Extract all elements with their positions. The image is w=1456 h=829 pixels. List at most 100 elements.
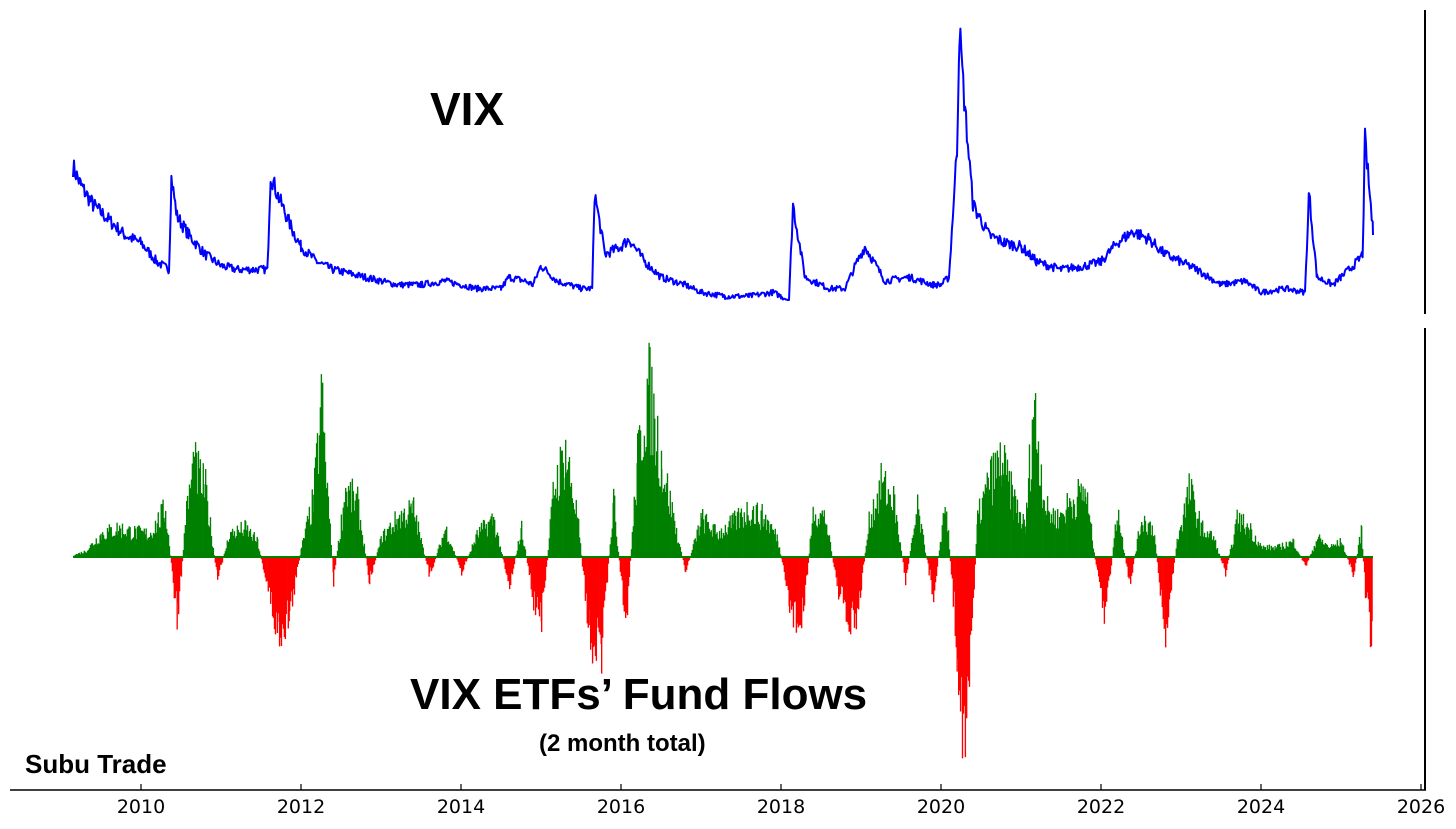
flow-bar-positive: [378, 546, 380, 557]
flow-bar-positive: [548, 538, 551, 557]
flow-bar-positive: [579, 543, 582, 557]
flow-bar-positive: [1022, 514, 1024, 557]
flow-bar-positive: [114, 535, 116, 557]
flow-bar-positive: [1175, 548, 1177, 557]
flow-bar-positive: [710, 530, 712, 557]
flow-bar-positive: [1244, 534, 1247, 557]
flow-bar-positive: [871, 527, 874, 557]
flow-bar-positive: [414, 517, 416, 557]
flow-bar-positive: [772, 530, 775, 557]
flow-bar-positive: [1277, 544, 1279, 557]
flow-bar-positive: [1142, 531, 1145, 557]
flow-bar-positive: [195, 452, 198, 557]
flow-bar-negative: [173, 557, 175, 599]
flow-bar-positive: [188, 484, 191, 557]
flow-bar-positive: [1021, 523, 1023, 557]
flow-bar-positive: [1310, 553, 1313, 557]
flow-bar-positive: [547, 550, 550, 557]
flow-bar-positive: [1245, 527, 1247, 557]
flow-bar-positive: [500, 552, 503, 557]
flow-bar-negative: [598, 557, 600, 633]
flow-bar-positive: [1257, 541, 1259, 557]
flow-bar-negative: [934, 557, 936, 591]
flow-bar-positive: [1014, 489, 1016, 557]
flow-bar-positive: [423, 554, 425, 557]
flow-bar-positive: [706, 522, 709, 557]
flow-bar-negative: [1354, 557, 1357, 564]
flow-bar-positive: [327, 496, 330, 557]
flow-bar-positive: [659, 486, 662, 557]
flow-bar-positive: [634, 499, 636, 557]
flow-bar-positive: [1267, 549, 1270, 557]
flow-bar-positive: [453, 551, 455, 557]
flow-bar-positive: [499, 546, 502, 557]
flow-bar-positive: [766, 530, 768, 557]
flow-bar-positive: [987, 477, 989, 557]
flow-bar-negative: [177, 557, 179, 603]
flow-bar-positive: [241, 532, 243, 557]
flow-bar-positive: [321, 424, 323, 557]
flow-bar-positive: [210, 536, 213, 557]
flow-bar-positive: [391, 527, 393, 557]
flow-bar-negative: [966, 557, 968, 719]
flow-bar-negative: [1368, 557, 1371, 613]
flow-bar-negative: [265, 557, 267, 582]
flow-bar-negative: [594, 557, 597, 656]
flow-bar-positive: [724, 524, 727, 557]
flow-bar-positive: [819, 513, 822, 557]
flow-bar-positive: [348, 490, 351, 557]
flow-bar-positive: [381, 544, 383, 557]
flow-bar-negative: [430, 557, 433, 572]
flow-bar-negative: [796, 557, 799, 624]
flow-bar-positive: [1025, 533, 1027, 557]
flow-bar-positive: [1235, 519, 1237, 557]
flow-bar-positive: [1298, 554, 1301, 557]
flow-bar-negative: [179, 557, 182, 576]
flow-bar-positive: [1001, 486, 1003, 557]
flow-bar-positive: [1218, 553, 1221, 557]
flow-bar-negative: [855, 557, 858, 630]
flow-bar-positive: [992, 452, 995, 557]
flow-bar-positive: [1009, 509, 1011, 557]
flow-bar-positive: [393, 532, 395, 557]
flow-bar-positive: [305, 521, 308, 557]
flow-bar-positive: [946, 511, 948, 557]
flow-bar-positive: [1210, 531, 1212, 557]
flow-bar-positive: [1014, 496, 1017, 557]
flow-bar-positive: [1047, 510, 1050, 557]
flow-bar-negative: [264, 557, 267, 578]
flow-bar-positive: [978, 513, 980, 557]
flow-bar-positive: [756, 502, 759, 557]
flow-bar-positive: [99, 535, 101, 557]
flow-bar-positive: [1325, 544, 1327, 557]
flow-bar-negative: [287, 557, 289, 629]
flow-bar-negative: [905, 557, 907, 586]
flow-bar-negative: [1220, 557, 1223, 561]
flow-bar-positive: [888, 494, 891, 557]
flow-bar-positive: [230, 532, 232, 557]
flow-bar-positive: [828, 535, 831, 557]
flow-bar-negative: [955, 557, 957, 648]
flow-bar-negative: [1366, 557, 1369, 593]
flow-bar-positive: [664, 492, 667, 557]
flow-bar-positive: [87, 549, 90, 557]
flow-bar-negative: [1355, 557, 1358, 560]
flow-bar-negative: [1306, 557, 1309, 562]
flow-bar-negative: [534, 557, 537, 616]
flow-bar-negative: [1226, 557, 1228, 571]
flow-bar-positive: [1334, 544, 1337, 557]
flow-bar-negative: [1162, 557, 1164, 619]
flow-bar-positive: [350, 512, 353, 557]
flow-bar-positive: [1333, 545, 1336, 557]
flow-bar-positive: [779, 554, 782, 557]
flow-bar-positive: [820, 514, 823, 557]
flow-bar-positive: [1199, 535, 1201, 557]
flow-bar-negative: [1105, 557, 1107, 597]
flow-bar-positive: [81, 553, 83, 557]
flow-bar-positive: [578, 519, 580, 557]
flow-bar-negative: [863, 557, 866, 562]
flow-bar-negative: [626, 557, 629, 616]
flow-bar-positive: [1013, 519, 1015, 557]
flow-bar-negative: [1160, 557, 1163, 590]
flow-bar-negative: [434, 557, 437, 560]
